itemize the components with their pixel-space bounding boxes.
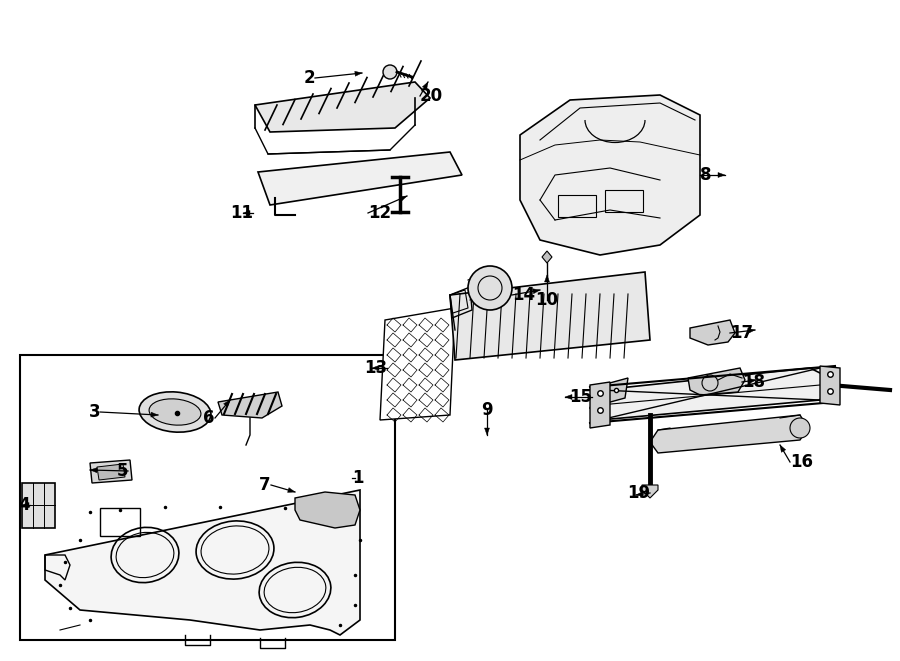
Text: 9: 9	[482, 401, 493, 419]
Text: 10: 10	[536, 291, 559, 309]
Text: 14: 14	[512, 286, 535, 304]
Circle shape	[790, 418, 810, 438]
Polygon shape	[565, 395, 572, 399]
Polygon shape	[295, 492, 360, 528]
Polygon shape	[636, 492, 644, 496]
Polygon shape	[355, 71, 362, 76]
Polygon shape	[90, 460, 132, 483]
Polygon shape	[718, 173, 725, 178]
Ellipse shape	[149, 399, 201, 425]
Bar	[100, 508, 140, 536]
Text: 7: 7	[259, 476, 271, 494]
Polygon shape	[90, 468, 97, 473]
Polygon shape	[544, 275, 550, 282]
Polygon shape	[820, 366, 840, 405]
Polygon shape	[748, 329, 755, 333]
Polygon shape	[243, 210, 250, 215]
Text: 6: 6	[203, 409, 215, 427]
Polygon shape	[650, 415, 808, 453]
Text: 5: 5	[116, 462, 128, 480]
Polygon shape	[590, 382, 610, 428]
Text: 18: 18	[742, 373, 765, 391]
Polygon shape	[372, 366, 379, 371]
Circle shape	[383, 65, 397, 79]
Text: 8: 8	[700, 166, 712, 184]
Polygon shape	[97, 464, 125, 480]
Polygon shape	[45, 490, 360, 635]
Bar	[605, 190, 643, 212]
Polygon shape	[151, 412, 158, 417]
Text: 20: 20	[420, 87, 443, 105]
Polygon shape	[288, 488, 295, 492]
Text: 3: 3	[88, 403, 100, 421]
Text: 12: 12	[368, 204, 392, 222]
Bar	[558, 195, 596, 217]
Polygon shape	[255, 82, 430, 132]
Polygon shape	[749, 379, 756, 383]
Text: 17: 17	[730, 324, 753, 342]
Polygon shape	[22, 483, 55, 528]
Polygon shape	[258, 152, 462, 205]
Circle shape	[468, 266, 512, 310]
Text: 4: 4	[18, 496, 30, 514]
Text: 13: 13	[364, 359, 387, 377]
Polygon shape	[450, 272, 650, 360]
Polygon shape	[590, 368, 830, 420]
Polygon shape	[592, 378, 628, 407]
Bar	[20, 355, 395, 640]
Ellipse shape	[140, 392, 211, 432]
Polygon shape	[642, 485, 658, 498]
Polygon shape	[422, 82, 428, 89]
Polygon shape	[688, 368, 745, 395]
Polygon shape	[380, 308, 455, 420]
Text: 15: 15	[569, 388, 592, 406]
Polygon shape	[218, 392, 282, 418]
Polygon shape	[484, 428, 490, 435]
Polygon shape	[542, 251, 552, 263]
Polygon shape	[223, 400, 230, 407]
Polygon shape	[400, 196, 407, 201]
Polygon shape	[22, 502, 29, 508]
Text: 11: 11	[230, 204, 253, 222]
Text: 16: 16	[790, 453, 813, 471]
Polygon shape	[690, 320, 735, 345]
Text: 1: 1	[352, 469, 364, 487]
Polygon shape	[780, 445, 786, 452]
Polygon shape	[520, 95, 700, 255]
Text: 19: 19	[627, 484, 650, 502]
Text: 2: 2	[303, 69, 315, 87]
Polygon shape	[533, 289, 540, 293]
